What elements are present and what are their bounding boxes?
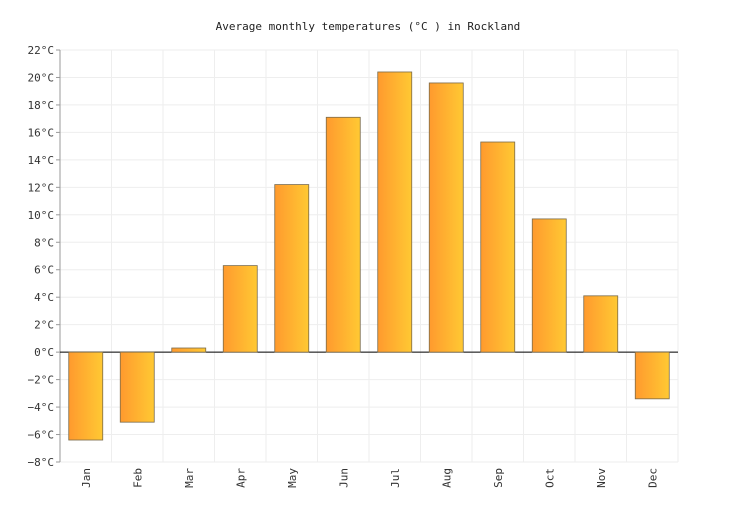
- y-tick-label: 8°C: [34, 236, 54, 249]
- x-tick-label: Feb: [131, 468, 144, 488]
- chart-title: Average monthly temperatures (°C ) in Ro…: [216, 20, 521, 33]
- bar-jan: [68, 351, 104, 441]
- bar-feb: [119, 351, 155, 423]
- x-tick-label: Jun: [337, 468, 350, 488]
- x-tick-label: Jan: [80, 468, 93, 488]
- bar-oct: [531, 218, 567, 353]
- y-tick-label: −8°C: [28, 456, 55, 469]
- y-tick-label: 2°C: [34, 319, 54, 332]
- y-tick-label: 4°C: [34, 291, 54, 304]
- x-tick-label: Jul: [389, 468, 402, 488]
- bar-sep: [480, 141, 516, 353]
- y-tick-label: 16°C: [28, 126, 55, 139]
- x-tick-label: Aug: [440, 468, 453, 488]
- bar-apr: [222, 265, 258, 353]
- bars: [68, 71, 670, 441]
- x-tick-label: May: [286, 468, 299, 488]
- bar-mar: [171, 347, 207, 353]
- bar-may: [274, 184, 310, 353]
- y-tick-label: 22°C: [28, 44, 55, 57]
- y-tick-label: 12°C: [28, 181, 55, 194]
- x-tick-label: Sep: [492, 468, 505, 488]
- x-tick-label: Oct: [543, 468, 556, 488]
- x-tick-label: Nov: [595, 468, 608, 488]
- bar-jul: [377, 71, 413, 353]
- y-tick-label: −4°C: [28, 401, 55, 414]
- y-tick-label: 18°C: [28, 99, 55, 112]
- y-tick-label: −6°C: [28, 429, 55, 442]
- axes: [59, 50, 678, 462]
- y-tick-label: 14°C: [28, 154, 55, 167]
- x-tick-label: Mar: [183, 468, 196, 488]
- y-tick-label: 10°C: [28, 209, 55, 222]
- y-tick-label: 6°C: [34, 264, 54, 277]
- tick-labels: 22°C 20°C 18°C 16°C 14°C 12°C 10°C 8°C 6°C 4°C 2°C…: [28, 44, 660, 488]
- bar-nov: [583, 295, 619, 353]
- y-tick-label: 0°C: [34, 346, 54, 359]
- x-tick-label: Apr: [234, 468, 247, 488]
- bar-dec: [634, 351, 670, 400]
- y-tick-label: 20°C: [28, 71, 55, 84]
- y-tick-label: −2°C: [28, 374, 55, 387]
- bar-jun: [325, 116, 361, 353]
- bar-aug: [428, 82, 464, 353]
- x-tick-label: Dec: [646, 468, 659, 488]
